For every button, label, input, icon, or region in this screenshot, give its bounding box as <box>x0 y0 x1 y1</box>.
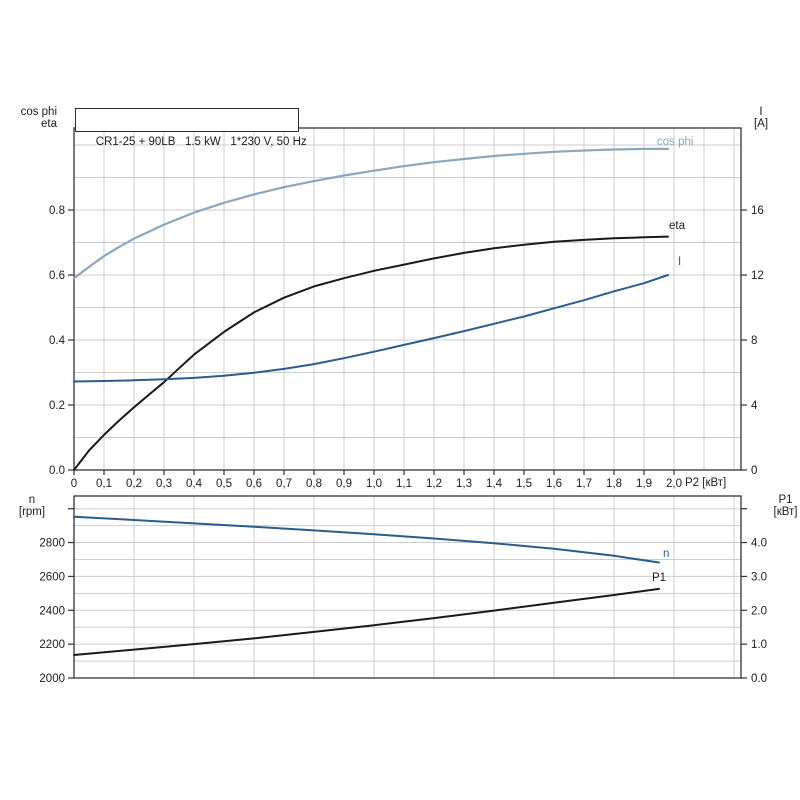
bottom-right-axis-title: P1 [кВт] <box>770 494 800 518</box>
x-tick-label: 1,2 <box>426 478 442 490</box>
x-tick-label: 0,5 <box>216 478 232 490</box>
x-axis-unit-label: P2 [кВт] <box>685 477 727 489</box>
tick-labels: 0 0,1 0,2 0,3 0,4 0,5 0,6 0,7 0,8 0,9 1,0 1,1 1,2 1,3… <box>49 205 764 490</box>
curve-eta <box>73 235 669 471</box>
chart-panel-1: 2000 2200 2400 2600 2800 0.0 1.0 2.0 3.0 4.0 <box>39 495 767 685</box>
top-left-axis-title: cos phi eta <box>0 106 57 130</box>
chart-panel-0: 0 0,1 0,2 0,3 0,4 0,5 0,6 0,7 0,8 0,9 1,0 1,1 1,2 1,3… <box>49 127 764 490</box>
axis-title-eta: eta <box>41 118 57 130</box>
axis-title-current-unit: [A] <box>753 118 769 130</box>
y-right-tick-label: 0.0 <box>751 673 767 685</box>
tick-labels: 2000 2200 2400 2600 2800 0.0 1.0 2.0 3.0 4.0 <box>39 538 767 685</box>
y-left-tick-label: 0.2 <box>49 400 65 412</box>
y-right-tick-label: 0 <box>751 465 757 477</box>
gridlines <box>74 496 741 678</box>
y-left-tick-label: 0.6 <box>49 270 65 282</box>
curve-label-current: I <box>678 256 682 268</box>
tick-marks <box>68 209 747 475</box>
x-tick-label: 1,5 <box>516 478 532 490</box>
tick-marks <box>68 508 747 679</box>
curve-label-p1: P1 <box>652 572 667 584</box>
curve-label-cos-phi: cos phi <box>657 136 694 148</box>
axis-title-speed-unit: [rpm] <box>18 506 46 518</box>
y-right-tick-label: 12 <box>751 270 764 282</box>
y-right-tick-label: 1.0 <box>751 639 767 651</box>
curve-i <box>73 274 669 383</box>
curve-p1 <box>73 587 660 656</box>
y-right-tick-label: 4.0 <box>751 538 767 550</box>
x-tick-label: 0,9 <box>336 478 352 490</box>
axis-title-p1: P1 <box>778 494 793 506</box>
plot-frame <box>73 127 742 471</box>
x-tick-label: 0,6 <box>246 478 262 490</box>
x-tick-label: 0,7 <box>276 478 292 490</box>
top-right-axis-title: I [A] <box>746 106 776 130</box>
curve-n <box>73 515 660 564</box>
y-left-tick-label: 2800 <box>39 538 65 550</box>
x-tick-label: 2,0 <box>666 478 682 490</box>
y-right-tick-label: 3.0 <box>751 571 767 583</box>
y-left-tick-label: 2400 <box>39 605 65 617</box>
x-tick-label: 1,3 <box>456 478 472 490</box>
x-tick-label: 1,7 <box>576 478 592 490</box>
plot-frame <box>73 495 742 679</box>
x-tick-label: 0 <box>71 478 77 490</box>
x-tick-label: 1,9 <box>636 478 652 490</box>
curve-label-speed: n <box>663 548 670 560</box>
curve-cos-phi <box>72 147 670 280</box>
x-tick-label: 0,8 <box>306 478 322 490</box>
y-right-tick-label: 16 <box>751 205 764 217</box>
curve-label-eta: eta <box>669 220 685 232</box>
y-right-tick-label: 2.0 <box>751 605 767 617</box>
axis-title-p1-unit: [кВт] <box>773 506 798 518</box>
axis-title-speed: n <box>28 494 36 506</box>
y-left-tick-label: 2200 <box>39 639 65 651</box>
axis-title-cos-phi: cos phi <box>20 106 57 118</box>
y-left-tick-label: 0.8 <box>49 205 65 217</box>
x-tick-label: 1,1 <box>396 478 412 490</box>
x-tick-label: 0,1 <box>96 478 112 490</box>
x-tick-label: 1,6 <box>546 478 562 490</box>
x-tick-label: 0,4 <box>186 478 203 490</box>
y-left-tick-label: 2000 <box>39 673 65 685</box>
chart-title: CR1-25 + 90LB 1.5 kW 1*230 V, 50 Hz <box>95 136 307 148</box>
x-tick-label: 0,2 <box>126 478 142 490</box>
axis-title-current: I <box>759 106 763 118</box>
y-left-tick-label: 0.4 <box>49 335 66 347</box>
x-tick-label: 1,8 <box>606 478 622 490</box>
y-right-tick-label: 8 <box>751 335 757 347</box>
y-right-tick-label: 4 <box>751 400 758 412</box>
chart-title-box: CR1-25 + 90LB 1.5 kW 1*230 V, 50 Hz <box>75 108 307 148</box>
bottom-left-axis-title: n [rpm] <box>6 494 58 518</box>
y-left-tick-label: 2600 <box>39 571 65 583</box>
gridlines <box>74 128 741 470</box>
x-tick-label: 1,0 <box>366 478 382 490</box>
x-tick-label: 1,4 <box>486 478 503 490</box>
y-left-tick-label: 0.0 <box>49 465 65 477</box>
x-tick-label: 0,3 <box>156 478 172 490</box>
